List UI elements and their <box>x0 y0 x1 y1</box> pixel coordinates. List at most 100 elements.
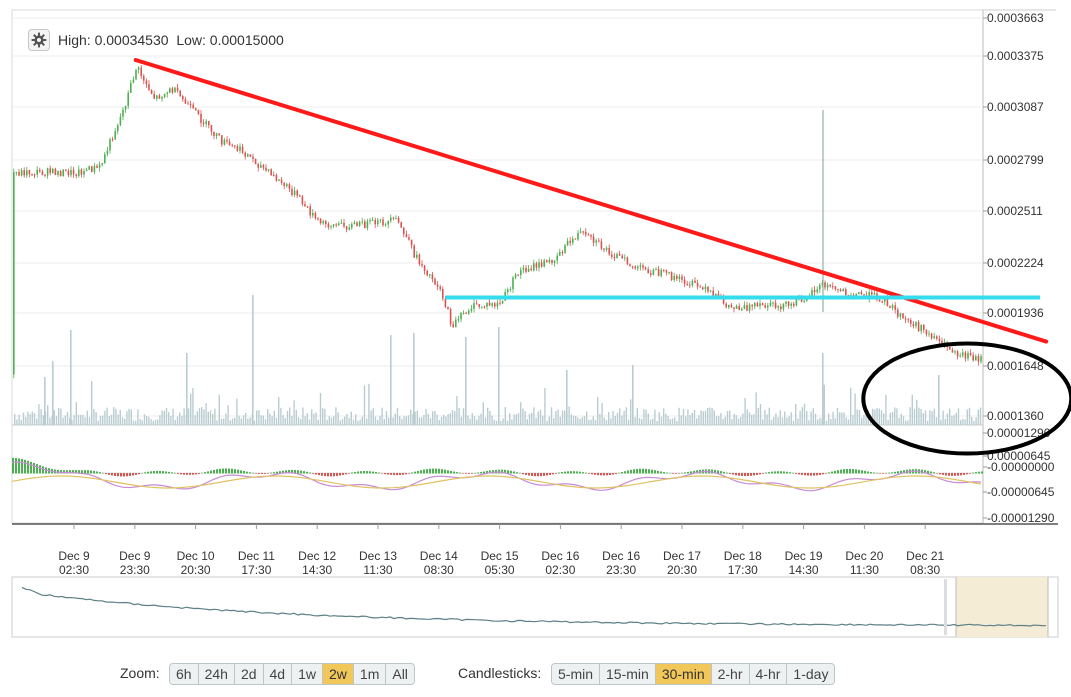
candle <box>538 262 540 268</box>
histogram-bar <box>36 464 38 474</box>
indicator-tick-label: 0.00001290 <box>987 426 1051 440</box>
candle-button-15min[interactable]: 15-min <box>600 664 656 684</box>
candle <box>972 355 974 361</box>
candle <box>28 170 31 175</box>
volume-bar <box>317 419 319 425</box>
volume-bar <box>830 418 832 425</box>
volume-bar <box>962 418 964 425</box>
candle <box>364 221 366 229</box>
histogram-bar <box>846 468 848 474</box>
highlight-ellipse <box>861 341 1071 456</box>
volume-bar <box>583 416 586 425</box>
candle <box>379 219 382 221</box>
candle <box>572 238 574 243</box>
volume-bar <box>579 418 581 425</box>
y-tick-label: 0.0002224 <box>987 256 1044 270</box>
volume-bar <box>218 394 220 425</box>
zoom-button-2d[interactable]: 2d <box>234 664 264 684</box>
zoom-button-all[interactable]: All <box>386 664 414 684</box>
volume-spike <box>44 377 46 425</box>
histogram-bar <box>672 473 674 474</box>
volume-bar <box>385 411 388 425</box>
candle-button-4hr[interactable]: 4-hr <box>749 664 788 684</box>
candle <box>663 269 665 271</box>
zoom-button-24h[interactable]: 24h <box>198 664 235 684</box>
candle-button-5min[interactable]: 5-min <box>552 664 601 684</box>
candle <box>839 289 842 292</box>
candle-button-30min[interactable]: 30-min <box>655 664 712 684</box>
volume-bar <box>293 400 295 425</box>
histogram-bar <box>771 471 773 474</box>
candle <box>483 306 486 308</box>
volume-bar <box>286 410 289 425</box>
candle <box>348 227 350 230</box>
candle-button-1day[interactable]: 1-day <box>787 664 835 684</box>
volume-bar <box>82 414 84 425</box>
histogram-bar <box>432 468 434 474</box>
volume-bar <box>284 418 286 425</box>
volume-bar <box>781 417 784 425</box>
settings-button[interactable] <box>28 29 50 51</box>
volume-bar <box>550 407 553 425</box>
histogram-bar <box>423 469 425 474</box>
histogram-bar <box>780 471 782 474</box>
histogram-bar <box>981 471 983 474</box>
histogram-bar <box>954 473 956 476</box>
zoom-button-1w[interactable]: 1w <box>292 664 323 684</box>
candle <box>423 265 426 271</box>
volume-bar <box>476 419 478 425</box>
volume-bar <box>768 407 770 425</box>
candle <box>832 286 834 288</box>
candle <box>611 254 613 257</box>
candle <box>387 220 389 225</box>
volume-bar <box>968 407 971 425</box>
histogram-bar <box>735 473 737 476</box>
candle <box>301 196 304 205</box>
volume-bar <box>700 410 702 425</box>
volume-bar <box>366 418 368 425</box>
volume-bar <box>315 412 317 425</box>
volume-bar <box>973 420 975 425</box>
candle-button-2hr[interactable]: 2-hr <box>711 664 750 684</box>
histogram-bar <box>30 461 32 474</box>
histogram-bar <box>291 469 293 474</box>
candle <box>587 234 590 236</box>
histogram-bar <box>675 473 677 474</box>
candle <box>793 303 795 306</box>
volume-bar <box>467 415 469 425</box>
zoom-button-6h[interactable]: 6h <box>170 664 199 684</box>
volume-bar <box>641 419 643 425</box>
volume-bar <box>110 414 113 425</box>
candle <box>590 235 592 237</box>
zoom-button-4d[interactable]: 4d <box>263 664 293 684</box>
candle <box>803 300 805 302</box>
volume-bar <box>429 417 432 425</box>
candle <box>704 286 707 290</box>
candle <box>637 266 639 269</box>
histogram-bar <box>297 470 299 474</box>
candle <box>130 82 132 93</box>
candle <box>899 313 902 317</box>
volume-bar <box>183 408 185 425</box>
volume-bar <box>674 417 676 425</box>
volume-bar <box>399 416 401 425</box>
candle <box>889 306 891 308</box>
volume-bar <box>792 420 795 425</box>
histogram-bar <box>198 473 200 474</box>
zoom-button-2w[interactable]: 2w <box>323 664 354 684</box>
candle <box>114 131 116 140</box>
x-tick-label-date: Dec 9 <box>58 549 90 563</box>
x-tick-label-date: Dec 16 <box>541 549 579 563</box>
candle <box>187 103 189 105</box>
histogram-bar <box>201 472 203 474</box>
candle <box>36 169 38 175</box>
volume-bar <box>124 418 126 425</box>
volume-spike <box>632 365 634 425</box>
volume-bar <box>586 411 588 425</box>
volume-bar <box>306 413 308 425</box>
candle <box>124 105 127 110</box>
candle <box>455 319 457 328</box>
zoom-button-1m[interactable]: 1m <box>353 664 387 684</box>
candle <box>691 280 694 286</box>
volume-bar <box>504 407 506 425</box>
